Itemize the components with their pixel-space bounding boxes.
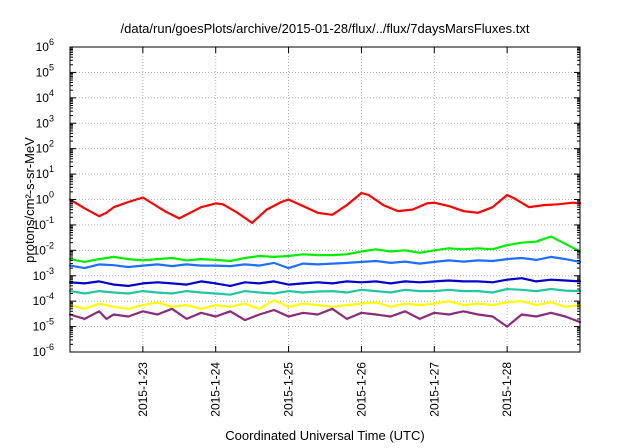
y-tick-label: 102 — [36, 139, 54, 156]
series-line — [68, 277, 582, 287]
y-tick-label: 100 — [36, 190, 54, 207]
x-tick-label: 2015-1-27 — [427, 362, 441, 417]
y-tick-label: 103 — [36, 113, 54, 130]
y-tick-label: 10-3 — [33, 266, 54, 283]
series-line — [68, 287, 582, 296]
series-line — [68, 299, 582, 310]
x-tick-labels: 2015-1-23 2015-1-24 2015-1-25 2015-1-26 2015… — [136, 362, 514, 417]
chart-title: /data/run/goesPlots/archive/2015-01-28/f… — [121, 21, 530, 36]
grid — [70, 47, 580, 352]
y-tick-label: 10-6 — [33, 342, 54, 359]
series-lines — [68, 191, 582, 328]
x-axis-label: Coordinated Universal Time (UTC) — [225, 428, 424, 443]
x-tick-label: 2015-1-28 — [500, 362, 514, 417]
y-tick-label: 10-5 — [33, 317, 54, 334]
y-tick-label: 10-1 — [33, 215, 54, 232]
y-tick-label: 10-4 — [33, 291, 54, 308]
y-tick-label: 101 — [36, 164, 54, 181]
x-tick-label: 2015-1-23 — [136, 362, 150, 417]
series-line — [68, 255, 582, 270]
axis-ticks — [70, 46, 580, 353]
y-tick-label: 106 — [36, 37, 54, 54]
y-tick-label: 10-2 — [33, 240, 54, 257]
y-axis-label: protons/cm²-s-sr-MeV — [22, 137, 37, 263]
series-line — [68, 235, 582, 263]
y-tick-labels: 10-6 10-5 10-4 10-3 10-2 10-1 100 101 102 103 104 1… — [33, 37, 54, 359]
series-line — [68, 307, 582, 328]
y-tick-label: 105 — [36, 62, 54, 79]
series-line — [68, 191, 582, 224]
x-tick-label: 2015-1-25 — [282, 362, 296, 417]
x-tick-label: 2015-1-26 — [354, 362, 368, 417]
x-tick-label: 2015-1-24 — [209, 362, 223, 417]
y-tick-label: 104 — [36, 88, 54, 105]
